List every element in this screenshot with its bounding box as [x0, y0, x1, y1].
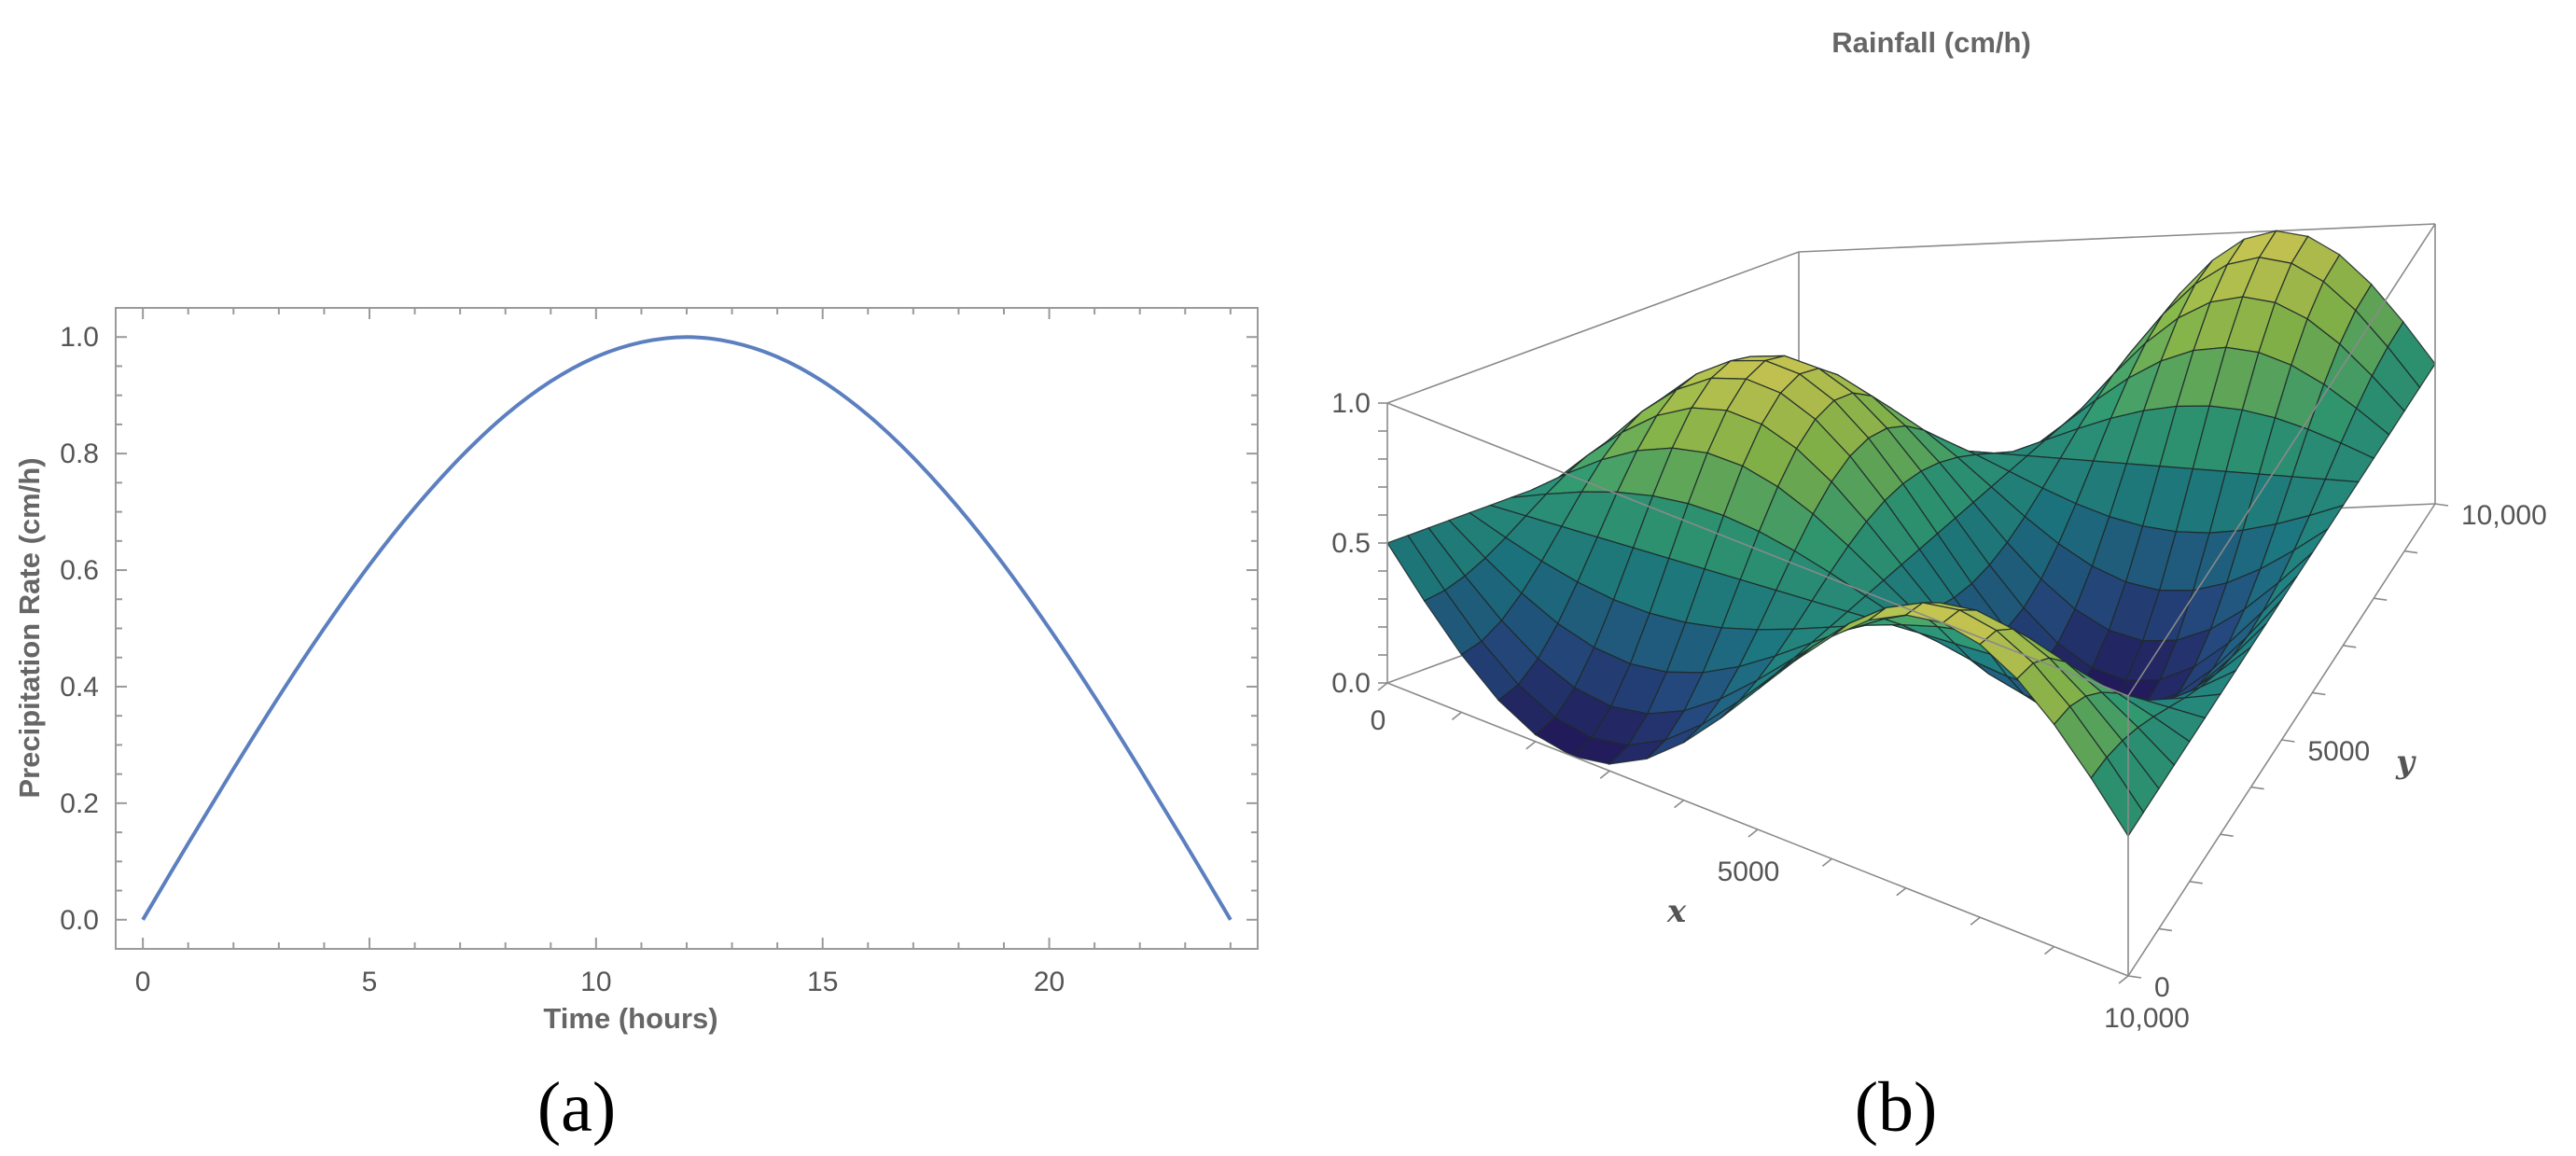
y-tick [2374, 597, 2388, 601]
x-tick-labels: 0 5000 10,000 [1371, 705, 2190, 1034]
x-tick-label: 10 [580, 967, 611, 997]
axis-tick-marks [1377, 402, 2449, 984]
x-tick-label: 10,000 [2104, 1003, 2190, 1034]
y-tick [2158, 927, 2173, 932]
y-tick [2250, 786, 2264, 790]
surface-cell [2090, 756, 2145, 838]
y-tick [2281, 739, 2295, 743]
box-edge [1386, 251, 1800, 404]
y-axis-label: y [2395, 744, 2416, 781]
box-edge [2127, 223, 2436, 697]
y-tick-labels: 0.0 0.2 0.4 0.6 0.8 1.0 [60, 322, 99, 936]
x-tick [1970, 916, 1981, 926]
x-tick [1377, 682, 1388, 691]
y-tick [2127, 975, 2142, 979]
y-tick [2403, 550, 2418, 554]
x-tick [1599, 770, 1610, 779]
x-tick [1451, 711, 1462, 721]
x-tick [1674, 799, 1685, 809]
y-tick-label: 0 [2154, 972, 2170, 1003]
y-tick [2220, 833, 2234, 837]
x-tick-label: 20 [1034, 967, 1065, 997]
y-tick [2312, 691, 2326, 696]
y-tick-label: 0.0 [60, 905, 99, 936]
y-tick-label: 1.0 [60, 322, 99, 353]
x-tick [1821, 857, 1832, 868]
y-tick [2343, 645, 2357, 648]
z-tick-label: 1.0 [1331, 388, 1371, 419]
chart-title: Rainfall (cm/h) [1831, 26, 2031, 59]
x-tick [2044, 945, 2055, 955]
y-tick-label: 0.2 [60, 788, 99, 819]
z-tick-label: 0.0 [1331, 668, 1371, 699]
y-axis-label: Precipitation Rate (cm/h) [13, 457, 46, 798]
tick-marks [116, 308, 1258, 949]
z-tick-labels: 0.0 0.5 1.0 [1331, 388, 1371, 699]
y-tick-label: 10,000 [2461, 500, 2547, 531]
x-tick [1525, 741, 1537, 750]
box-edge [1798, 223, 2436, 253]
x-tick [1748, 829, 1759, 838]
x-tick-label: 15 [807, 967, 838, 997]
y-tick-labels: 0 5000 10,000 [2154, 500, 2547, 1003]
y-tick [2189, 881, 2203, 884]
y-tick-label: 0.8 [60, 439, 99, 469]
panel-label-a: (a) [537, 1068, 616, 1147]
panel-label-b: (b) [1855, 1068, 1938, 1147]
y-tick-label: 0.6 [60, 555, 99, 586]
x-tick [2118, 975, 2129, 984]
x-tick-label: 5 [362, 967, 378, 997]
z-tick-label: 0.5 [1331, 528, 1371, 559]
line-chart: 0 5 10 15 20 0.0 0.2 0.4 0.6 0.8 1.0 Time (hours)… [13, 307, 1259, 1147]
y-tick-label: 5000 [2308, 736, 2371, 767]
plot-frame [115, 307, 1259, 950]
surface-mesh [1386, 230, 2436, 838]
y-tick [2434, 503, 2449, 507]
x-axis-label: x [1666, 893, 1687, 930]
x-tick-label: 5000 [1718, 857, 1780, 887]
x-tick [1896, 887, 1907, 897]
series-line [141, 335, 1232, 921]
x-tick-labels: 0 5 10 15 20 [135, 967, 1065, 997]
y-tick-label: 0.4 [60, 672, 99, 703]
box-edge [1386, 402, 2129, 697]
x-tick-label: 0 [1371, 705, 1386, 736]
x-tick-label: 0 [135, 967, 151, 997]
surface-plot: 0.0 0.5 1.0 0 5000 10,000 0 5000 10,000 Rainfa… [1331, 26, 2546, 1147]
x-axis-label: Time (hours) [543, 1002, 717, 1035]
